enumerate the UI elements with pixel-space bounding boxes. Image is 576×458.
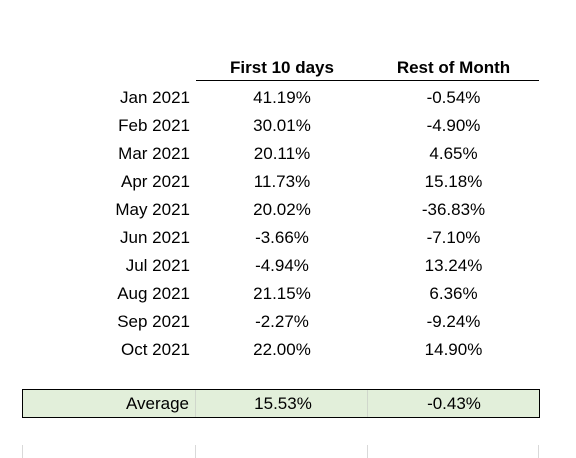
cell-divider (195, 390, 196, 417)
month-cell[interactable]: Mar 2021 (118, 144, 190, 163)
table-row: Jul 2021 -4.94% 13.24% (0, 252, 576, 280)
month-cell[interactable]: Apr 2021 (121, 172, 190, 191)
table-row: May 2021 20.02% -36.83% (0, 196, 576, 224)
month-cell[interactable]: Jun 2021 (120, 228, 190, 247)
header-first-10-days[interactable]: First 10 days (230, 58, 334, 77)
table-row: Feb 2021 30.01% -4.90% (0, 112, 576, 140)
average-label-cell[interactable]: Average (125, 394, 189, 413)
first-10-days-cell[interactable]: 22.00% (253, 340, 311, 359)
first-10-days-cell[interactable]: 30.01% (253, 116, 311, 135)
rest-of-month-cell[interactable]: 13.24% (424, 256, 483, 275)
first-10-days-cell[interactable]: -3.66% (255, 228, 309, 247)
table-row: Apr 2021 11.73% 15.18% (0, 168, 576, 196)
data-rows: Jan 2021 41.19% -0.54% Feb 2021 30.01% -… (0, 84, 576, 364)
rest-of-month-cell[interactable]: 15.18% (424, 172, 483, 191)
month-cell[interactable]: Sep 2021 (117, 312, 190, 331)
table-row: Jan 2021 41.19% -0.54% (0, 84, 576, 112)
table-row: Jun 2021 -3.66% -7.10% (0, 224, 576, 252)
rest-of-month-cell[interactable]: -7.10% (426, 228, 481, 247)
month-cell[interactable]: Jan 2021 (120, 88, 190, 107)
first-10-days-cell[interactable]: 21.15% (253, 284, 311, 303)
month-cell[interactable]: Jul 2021 (125, 256, 190, 275)
first-10-days-cell[interactable]: -2.27% (255, 312, 309, 331)
average-first-10-days-cell[interactable]: 15.53% (254, 394, 312, 413)
first-10-days-cell[interactable]: 41.19% (253, 88, 311, 107)
first-10-days-cell[interactable]: 20.02% (253, 200, 311, 219)
gridline (195, 445, 196, 458)
month-cell[interactable]: Feb 2021 (118, 116, 190, 135)
table-row: Mar 2021 20.11% 4.65% (0, 140, 576, 168)
month-cell[interactable]: Oct 2021 (121, 340, 190, 359)
first-10-days-cell[interactable]: -4.94% (255, 256, 309, 275)
header-rest-of-month[interactable]: Rest of Month (396, 58, 511, 77)
cell-divider (367, 390, 368, 417)
average-row: Average 15.53% -0.43% (22, 389, 540, 418)
rest-of-month-cell[interactable]: -0.54% (426, 88, 481, 107)
table-row: Aug 2021 21.15% 6.36% (0, 280, 576, 308)
first-10-days-cell[interactable]: 11.73% (253, 172, 311, 191)
gridline (367, 445, 368, 458)
rest-of-month-cell[interactable]: 6.36% (429, 284, 478, 303)
rest-of-month-cell[interactable]: 14.90% (424, 340, 483, 359)
rest-of-month-cell[interactable]: -9.24% (426, 312, 481, 331)
average-rest-of-month-cell[interactable]: -0.43% (427, 394, 481, 413)
rest-of-month-cell[interactable]: -4.90% (426, 116, 481, 135)
rest-of-month-cell[interactable]: -36.83% (421, 200, 486, 219)
month-cell[interactable]: May 2021 (115, 200, 190, 219)
header-row: First 10 days Rest of Month (196, 56, 539, 81)
table-row: Oct 2021 22.00% 14.90% (0, 336, 576, 364)
rest-of-month-cell[interactable]: 4.65% (429, 144, 478, 163)
first-10-days-cell[interactable]: 20.11% (253, 144, 311, 163)
gridline (22, 445, 23, 458)
table-row: Sep 2021 -2.27% -9.24% (0, 308, 576, 336)
month-cell[interactable]: Aug 2021 (117, 284, 190, 303)
gridline (538, 445, 539, 458)
